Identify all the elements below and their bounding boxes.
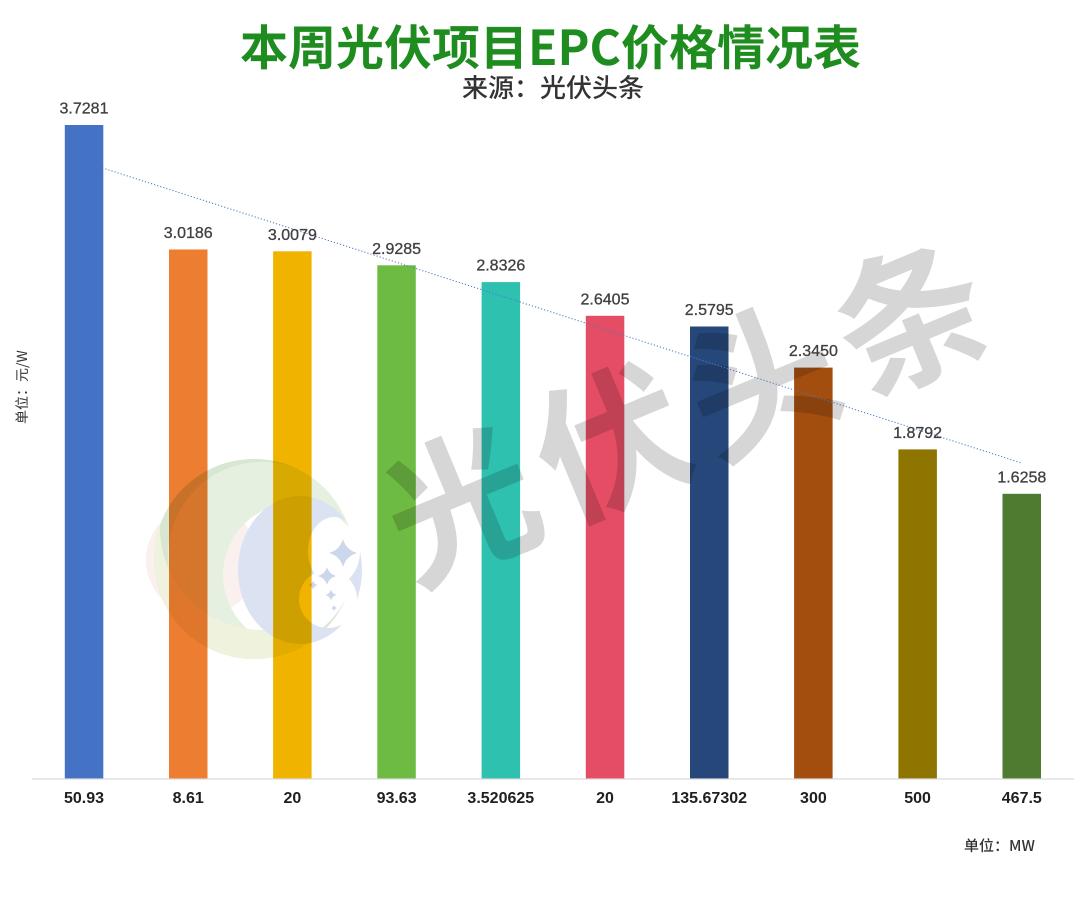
svg-text:93.63: 93.63	[377, 790, 417, 807]
svg-text:467.5: 467.5	[1002, 790, 1042, 807]
svg-text:2.9285: 2.9285	[372, 241, 421, 258]
svg-text:20: 20	[284, 790, 302, 807]
svg-text:50.93: 50.93	[64, 790, 104, 807]
svg-text:1.8792: 1.8792	[893, 425, 942, 442]
svg-text:300: 300	[800, 790, 827, 807]
svg-text:3.0186: 3.0186	[164, 225, 213, 242]
svg-text:2.5795: 2.5795	[685, 302, 734, 319]
svg-text:20: 20	[596, 790, 614, 807]
svg-text:135.67302: 135.67302	[671, 790, 747, 807]
svg-text:1.6258: 1.6258	[997, 469, 1046, 486]
svg-text:2.3450: 2.3450	[789, 343, 838, 360]
svg-text:3.7281: 3.7281	[60, 101, 109, 118]
svg-text:8.61: 8.61	[173, 790, 204, 807]
svg-text:3.520625: 3.520625	[467, 790, 534, 807]
svg-text:3.0079: 3.0079	[268, 227, 317, 244]
svg-text:500: 500	[904, 790, 931, 807]
svg-text:2.8326: 2.8326	[476, 258, 525, 275]
svg-text:2.6405: 2.6405	[581, 291, 630, 308]
